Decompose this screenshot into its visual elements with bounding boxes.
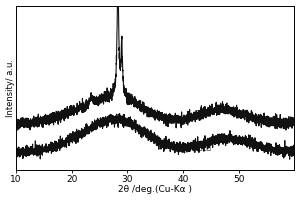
Y-axis label: Intensity/ a.u.: Intensity/ a.u. (6, 59, 15, 117)
Text: 热处理前: 热处理前 (194, 143, 211, 150)
Text: 热处理后: 热处理后 (194, 110, 211, 116)
X-axis label: 2θ /deg.(Cu-Kα ): 2θ /deg.(Cu-Kα ) (118, 185, 192, 194)
